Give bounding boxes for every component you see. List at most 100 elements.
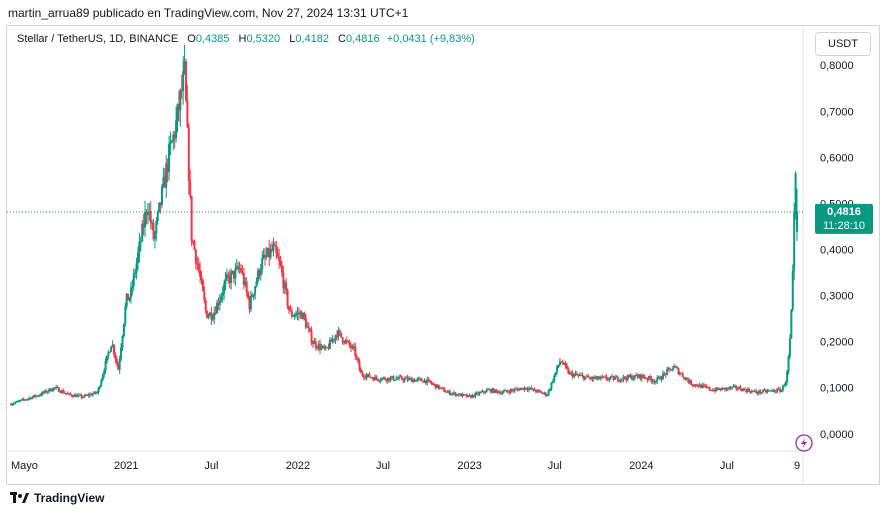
candle-body bbox=[107, 352, 110, 356]
candle-body bbox=[341, 337, 344, 342]
candle-body bbox=[437, 384, 440, 389]
candle-body bbox=[262, 254, 265, 259]
price-axis[interactable]: 0,00000,10000,20000,30000,40000,50000,60… bbox=[820, 60, 854, 441]
candle-body bbox=[489, 389, 492, 393]
candle-body bbox=[709, 389, 712, 391]
currency-button[interactable]: USDT bbox=[815, 32, 871, 56]
candle-body bbox=[580, 375, 583, 377]
candle-body bbox=[681, 373, 684, 377]
candle-body bbox=[388, 377, 391, 381]
candle-body bbox=[15, 401, 18, 403]
candle-body bbox=[725, 387, 728, 390]
candle-body bbox=[434, 384, 437, 389]
candle-body bbox=[269, 249, 272, 258]
candle-body bbox=[581, 375, 584, 377]
candle-body bbox=[582, 375, 585, 380]
candle-body bbox=[28, 397, 31, 399]
candle-body bbox=[182, 71, 185, 91]
candle-body bbox=[170, 140, 173, 143]
lightning-alert-icon[interactable] bbox=[795, 434, 813, 452]
candle-body bbox=[24, 399, 27, 401]
tradingview-brand: TradingView bbox=[34, 491, 105, 505]
candle-body bbox=[179, 90, 182, 111]
chart-panel[interactable]: Stellar / TetherUS, 1D, BINANCE O0,4385 … bbox=[6, 25, 880, 485]
candle-body bbox=[110, 346, 113, 352]
price-tick-label: 0,0000 bbox=[820, 429, 854, 441]
candle-body bbox=[245, 281, 248, 292]
candle-body bbox=[412, 379, 415, 382]
candle-body bbox=[707, 387, 710, 389]
candle-body bbox=[111, 344, 114, 347]
candle-body bbox=[297, 312, 300, 315]
candle-body bbox=[726, 387, 729, 389]
candle-body bbox=[249, 295, 252, 310]
candle-body bbox=[395, 378, 398, 380]
candle-body bbox=[295, 313, 298, 316]
price-tick-label: 0,8000 bbox=[820, 60, 854, 72]
candle-body bbox=[602, 376, 605, 378]
candle-body bbox=[362, 375, 365, 378]
candle-body bbox=[364, 377, 367, 379]
time-axis[interactable]: Mayo 2021 Jul 2022 Jul 2023 Jul 2024 Jul 9 bbox=[11, 460, 800, 472]
candle-body bbox=[406, 377, 409, 381]
candle-body bbox=[577, 375, 580, 377]
candle-body bbox=[711, 390, 714, 392]
price-chart[interactable]: 0,00000,10000,20000,30000,40000,50000,60… bbox=[7, 26, 879, 484]
candle-body bbox=[605, 376, 608, 380]
candle-body bbox=[667, 368, 670, 370]
candle-body bbox=[223, 284, 226, 294]
candle-body bbox=[587, 375, 590, 378]
candle-body bbox=[158, 202, 161, 212]
candle-body bbox=[153, 233, 156, 239]
candle-body bbox=[752, 390, 755, 392]
candle-body bbox=[465, 394, 468, 397]
candle-body bbox=[190, 195, 193, 242]
candle-body bbox=[597, 376, 600, 380]
candle-body bbox=[588, 377, 591, 379]
candle-body bbox=[563, 362, 566, 365]
candle-body bbox=[227, 274, 230, 277]
candle-body bbox=[683, 376, 686, 379]
candle-body bbox=[633, 374, 636, 379]
candle-body bbox=[705, 386, 708, 388]
candle-body bbox=[628, 375, 631, 378]
candle-body bbox=[11, 404, 14, 406]
candle-body bbox=[512, 390, 515, 392]
candle-body bbox=[287, 306, 290, 311]
candle-body bbox=[350, 345, 353, 349]
candle-body bbox=[196, 263, 199, 265]
candle-body bbox=[769, 390, 772, 392]
candle-body bbox=[539, 390, 542, 392]
candle-body bbox=[41, 392, 44, 396]
candle-body bbox=[175, 120, 178, 139]
candle-body bbox=[17, 401, 20, 403]
candle-body bbox=[700, 384, 703, 389]
candle-body bbox=[165, 163, 168, 188]
candle-body bbox=[144, 211, 147, 228]
candle-body bbox=[486, 389, 489, 391]
candle-body bbox=[84, 395, 87, 397]
candle-body bbox=[45, 390, 48, 393]
candle-body bbox=[142, 223, 145, 228]
candle-body bbox=[314, 341, 317, 348]
candle-body bbox=[447, 390, 450, 392]
tradingview-footer[interactable]: TradingView bbox=[10, 491, 104, 505]
candle-body bbox=[391, 376, 394, 378]
candle-body bbox=[441, 387, 444, 389]
candle-body bbox=[400, 376, 403, 380]
candle-body bbox=[618, 380, 621, 382]
candle-body bbox=[492, 388, 495, 393]
candle-body bbox=[621, 379, 624, 381]
candle-body bbox=[485, 389, 488, 393]
candle-body bbox=[558, 361, 561, 366]
candle-body bbox=[70, 394, 73, 397]
candle-body bbox=[254, 286, 257, 295]
candle-body bbox=[677, 368, 680, 375]
candle-body bbox=[458, 393, 461, 396]
symbol-name[interactable]: Stellar / TetherUS, 1D, BINANCE bbox=[17, 33, 179, 45]
candle-body bbox=[509, 389, 512, 393]
candle-body bbox=[584, 376, 587, 380]
candle-body bbox=[728, 387, 731, 389]
candle-body bbox=[417, 378, 420, 380]
candle-body bbox=[498, 392, 501, 394]
